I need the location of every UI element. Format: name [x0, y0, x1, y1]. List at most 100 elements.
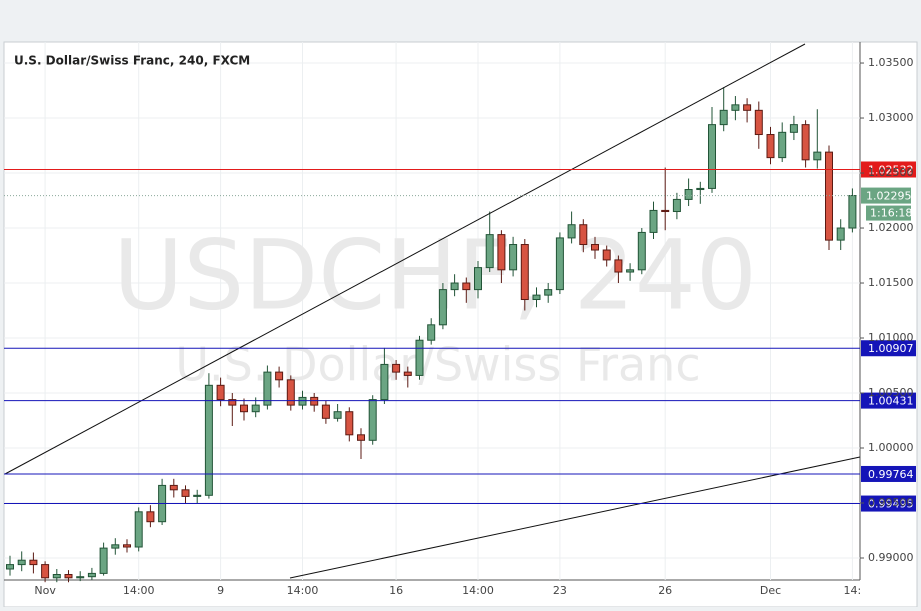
candle-body	[789, 124, 798, 133]
level-label: 0.99495	[868, 498, 914, 511]
level-label: 1.00431	[868, 395, 914, 408]
candle-body	[415, 339, 424, 376]
y-tick-label: 1.01500	[868, 276, 914, 289]
candle-body	[310, 396, 319, 406]
candle-body	[626, 269, 635, 273]
candle-body	[181, 489, 190, 497]
candle-body	[228, 399, 237, 406]
candle-body	[403, 371, 412, 376]
y-tick-label: 0.99000	[868, 551, 914, 564]
x-tick-label: 14:	[844, 584, 862, 597]
y-tick-label: 1.03000	[868, 111, 914, 124]
candle-body	[251, 404, 260, 413]
level-label: 1.00907	[868, 342, 914, 355]
candle-body	[216, 384, 225, 401]
candle-body	[134, 511, 143, 548]
level-label: 0.99764	[868, 468, 914, 481]
candle-body	[614, 259, 623, 273]
candle-body	[99, 547, 108, 574]
x-tick-label: Dec	[760, 584, 781, 597]
candle-body	[64, 574, 73, 579]
candle-body	[29, 559, 38, 566]
candle-body	[345, 411, 354, 436]
candle-body	[743, 104, 752, 111]
countdown-label: 1:16:18	[870, 207, 912, 220]
candle-body	[544, 289, 553, 296]
candle-body	[637, 231, 646, 271]
trend-line	[4, 43, 806, 475]
candle-body	[52, 574, 61, 579]
y-tick-label: 1.00500	[868, 386, 914, 399]
y-tick-label: 1.00000	[868, 441, 914, 454]
candle-body	[497, 234, 506, 271]
candle-body	[708, 124, 716, 189]
chart-frame	[3, 41, 918, 608]
candle-body	[474, 267, 482, 291]
candle-body	[321, 404, 330, 419]
candle-body	[591, 244, 599, 251]
candle-body	[204, 384, 213, 496]
candle-body	[17, 559, 26, 566]
candle-body	[555, 237, 564, 291]
candle-body	[6, 564, 14, 570]
candle-body	[263, 371, 272, 406]
last-price-label: 1.02295	[866, 190, 912, 203]
candle-body	[672, 198, 681, 213]
candles	[6, 87, 857, 583]
level-tag	[861, 161, 916, 178]
candle-body	[520, 244, 529, 301]
candle-body	[392, 363, 401, 373]
candle-body	[41, 564, 50, 579]
candle-body	[76, 576, 85, 579]
levels: 1.02532 1.00907 1.00431 0.99764 0.99495 1.022…	[4, 161, 916, 512]
candle-body	[825, 151, 833, 241]
candle-body	[485, 234, 494, 269]
candle-body	[649, 209, 658, 233]
candle-body	[579, 224, 588, 246]
last-price-tag	[861, 187, 911, 204]
candle-body	[567, 224, 576, 239]
candle-body	[532, 294, 541, 301]
candle-body	[450, 282, 459, 291]
candle-body	[462, 282, 471, 291]
candle-body	[286, 379, 295, 406]
candle-body	[146, 511, 155, 523]
candle-body	[427, 324, 436, 341]
x-tick-label: 14:00	[287, 584, 319, 597]
candle-body	[380, 363, 389, 401]
x-tick-label: Nov	[34, 584, 56, 597]
candle-body	[169, 484, 178, 491]
candle-body	[848, 195, 857, 229]
candle-body	[766, 134, 775, 159]
level-tag	[861, 465, 916, 482]
x-tick-label: 26	[658, 584, 672, 597]
y-tick-label: 1.03500	[868, 56, 914, 69]
y-tick-label: 1.02000	[868, 221, 914, 234]
x-tick-label: 16	[389, 584, 403, 597]
candle-body	[111, 544, 120, 549]
x-tick-label: 23	[553, 584, 567, 597]
candle-body	[275, 371, 284, 381]
candle-body	[684, 189, 693, 200]
x-tick-label: 9	[217, 584, 224, 597]
candle-body	[298, 396, 307, 406]
candle-body	[438, 289, 447, 326]
candle-body	[731, 104, 740, 111]
candle-body	[333, 411, 342, 419]
candle-body	[123, 544, 131, 548]
x-tick-label: 14:00	[462, 584, 494, 597]
candle-body	[509, 244, 518, 271]
candle-body	[357, 434, 365, 441]
level-tag	[861, 392, 916, 409]
candle-body	[661, 209, 670, 213]
candle-body	[801, 124, 810, 161]
candle-body	[240, 404, 248, 413]
x-tick-label: 14:00	[123, 584, 155, 597]
trend-line	[289, 456, 861, 579]
watermark: USDCHF, 240	[113, 219, 757, 331]
level-tag	[861, 495, 916, 512]
countdown-tag	[866, 205, 911, 221]
candle-body	[696, 187, 705, 191]
